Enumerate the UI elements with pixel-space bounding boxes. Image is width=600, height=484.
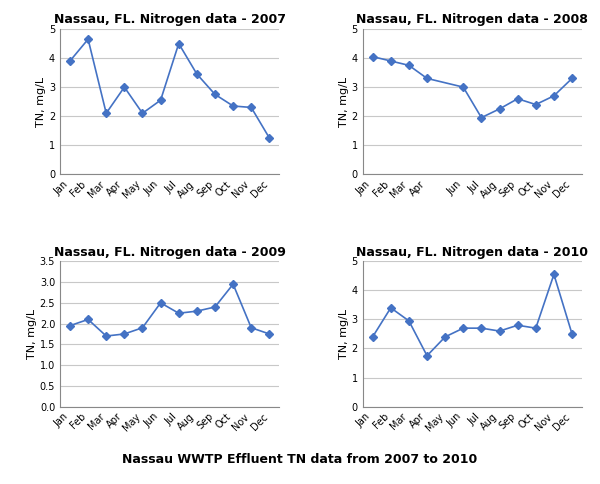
Text: Nassau WWTP Effluent TN data from 2007 to 2010: Nassau WWTP Effluent TN data from 2007 t… xyxy=(122,454,478,466)
Title: Nassau, FL. Nitrogen data - 2009: Nassau, FL. Nitrogen data - 2009 xyxy=(54,246,286,259)
Y-axis label: TN, mg/L: TN, mg/L xyxy=(27,309,37,359)
Title: Nassau, FL. Nitrogen data - 2010: Nassau, FL. Nitrogen data - 2010 xyxy=(356,246,589,259)
Y-axis label: TN, mg/L: TN, mg/L xyxy=(339,309,349,359)
Title: Nassau, FL. Nitrogen data - 2007: Nassau, FL. Nitrogen data - 2007 xyxy=(53,14,286,27)
Title: Nassau, FL. Nitrogen data - 2008: Nassau, FL. Nitrogen data - 2008 xyxy=(356,14,588,27)
Y-axis label: TN, mg/L: TN, mg/L xyxy=(36,76,46,127)
Y-axis label: TN, mg/L: TN, mg/L xyxy=(339,76,349,127)
